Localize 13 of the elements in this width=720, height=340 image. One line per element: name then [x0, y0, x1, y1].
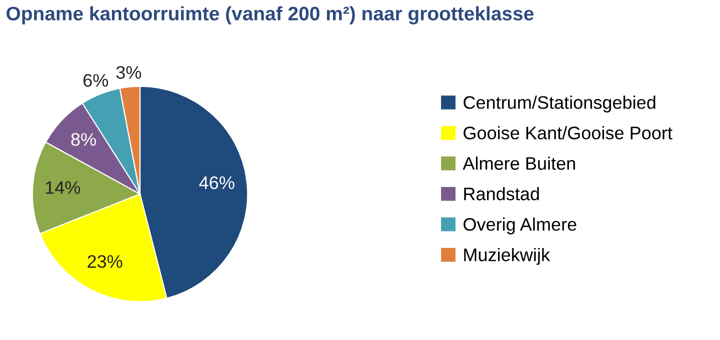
data-label: 14%: [46, 181, 80, 194]
legend-label: Muziekwijk: [464, 248, 550, 265]
legend-label: Randstad: [464, 187, 539, 200]
legend-label: Overig Almere: [464, 218, 576, 234]
legend-label: Almere Buiten: [462, 156, 575, 170]
data-label: 46%: [199, 176, 234, 190]
data-label: 23%: [88, 255, 122, 268]
data-label: 8%: [71, 133, 96, 146]
chart-title: Opname kantoorruimte (vanaf 200 m²) naar grootteklasse: [6, 6, 534, 24]
legend-label: Gooise Kant/Gooise Poort: [464, 126, 672, 140]
data-label: 6%: [84, 74, 108, 87]
data-label: 3%: [116, 66, 142, 79]
legend-label: Centrum/Stationsgebied: [464, 96, 656, 112]
